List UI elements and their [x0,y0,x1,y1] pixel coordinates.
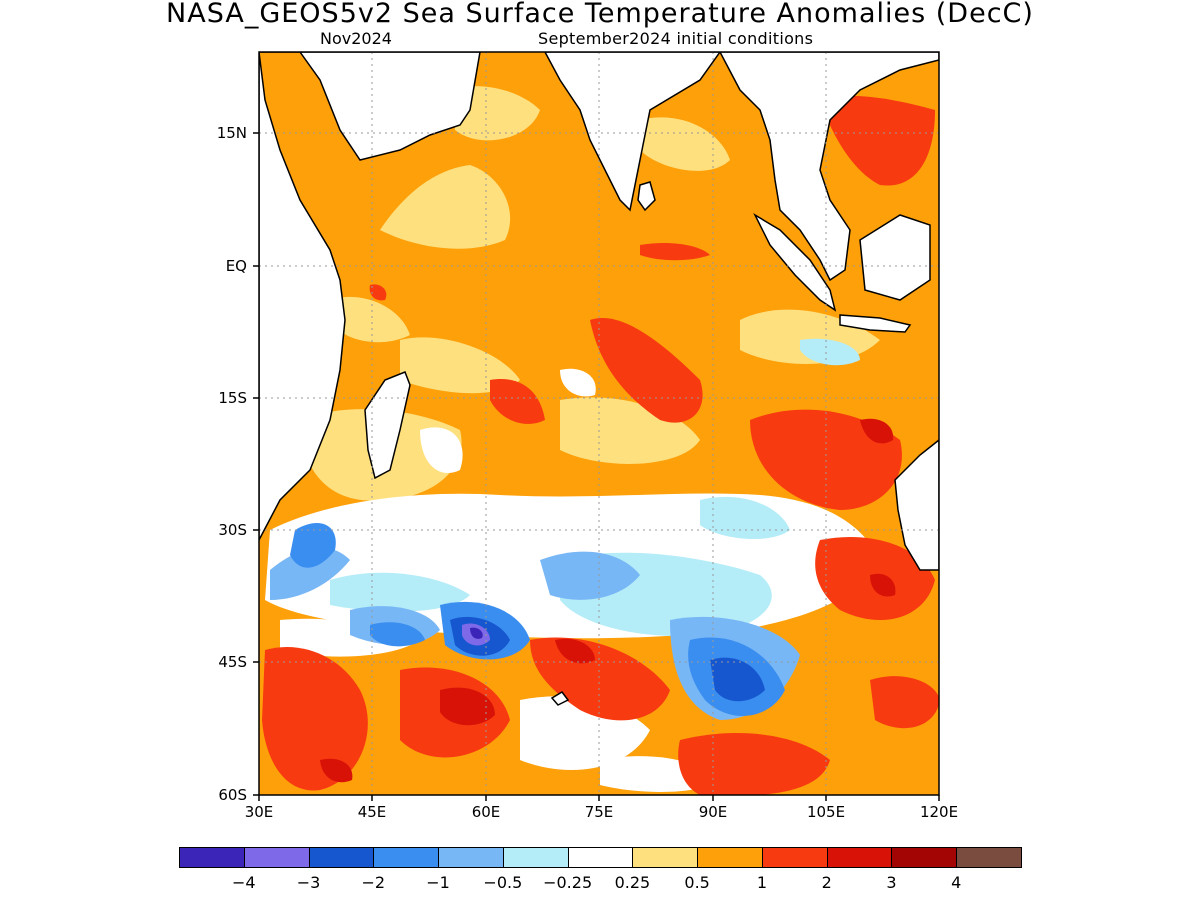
colorbar-label: 3 [886,873,897,892]
colorbar-swatch [179,847,245,868]
lon-label-30e: 30E [244,803,274,821]
colorbar-swatch [502,847,569,868]
colorbar-swatch [697,847,763,868]
kerguelen-island [550,691,570,706]
colorbar-label: −3 [296,873,321,892]
lon-label-45e: 45E [357,803,387,821]
india-landmass [544,52,721,212]
lat-label-15n: 15N [216,124,247,142]
colorbar-label: −4 [231,873,256,892]
colorbar-swatch [826,847,893,868]
colorbar-label: −0.25 [543,873,593,892]
java-island [839,314,912,333]
lat-label-15s: 15S [218,389,247,407]
sri-lanka-island [637,181,656,212]
extreme-cool-anomaly-core [470,627,483,639]
colorbar-swatch [956,847,1022,868]
colorbar-label: 1 [756,873,768,892]
axis-ticks [253,132,940,801]
colorbar-label: −0.5 [483,873,523,892]
colorbar-label: −2 [361,873,386,892]
colorbar [179,847,1022,870]
colorbar-swatch [567,847,634,868]
lat-label-30s: 30S [218,521,247,539]
lon-label-120e: 120E [919,803,959,821]
map-gridlines [259,52,939,795]
australia-landmass [894,439,939,571]
borneo-island [859,214,931,301]
forecast-month: Nov2024 [320,29,392,48]
colorbar-swatch [373,847,440,868]
colorbar-label: 4 [951,873,962,892]
colorbar-swatch [308,847,375,868]
very-strong-warm-anomaly-cores [320,418,896,783]
lat-label-60s: 60S [218,786,247,804]
southeast-asia-landmass [719,52,939,282]
lat-label-eq: EQ [225,257,247,275]
lat-label-45s: 45S [218,653,247,671]
colorbar-swatch [761,847,828,868]
sumatra-island [753,213,837,312]
colorbar-label: −1 [426,873,450,892]
colorbar-swatch [632,847,699,868]
lon-label-105e: 105E [806,803,846,821]
colorbar-swatch [243,847,310,868]
strong-warm-anomaly-areas [262,95,939,795]
lon-label-90e: 90E [698,803,728,821]
colorbar-label: 2 [821,873,832,892]
lon-label-60e: 60E [471,803,501,821]
map-title: NASA_GEOS5v2 Sea Surface Temperature Ano… [166,0,1034,29]
africa-landmass [259,52,481,161]
initial-conditions-label: September2024 initial conditions [538,29,814,48]
lon-label-75e: 75E [584,803,614,821]
colorbar-label: 0.25 [614,873,651,892]
east-africa-coast [259,52,346,541]
colorbar-label: 0.5 [684,873,710,892]
colorbar-swatch [891,847,958,868]
colorbar-swatch [438,847,504,868]
